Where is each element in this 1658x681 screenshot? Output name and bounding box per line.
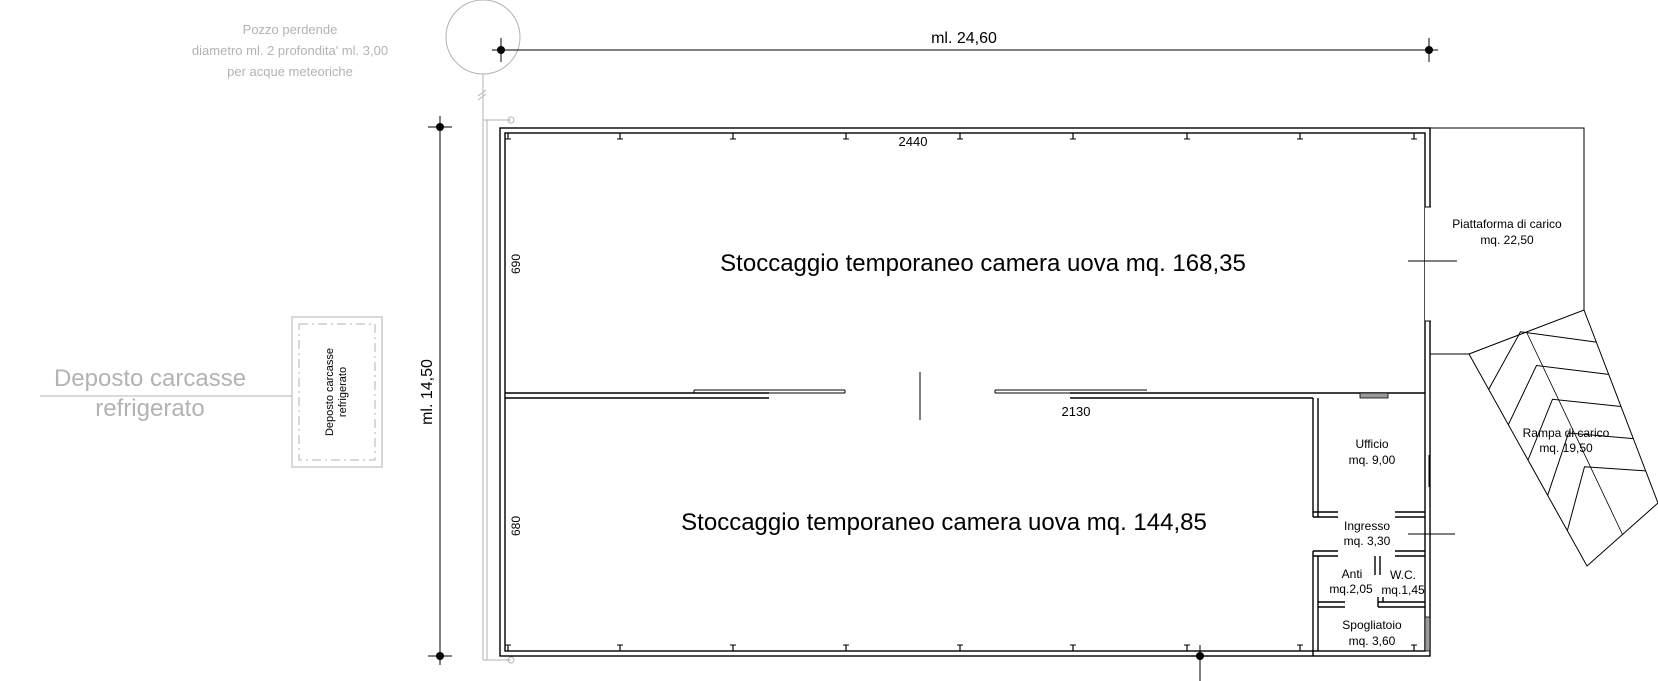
column-marker-bottom (1184, 644, 1190, 652)
column-marker-top (1070, 132, 1076, 140)
entrance-name: Ingresso (1344, 519, 1390, 533)
locker-name: Spogliatoio (1342, 618, 1402, 632)
column-marker-bottom (1070, 644, 1076, 652)
column-marker-bottom (957, 644, 963, 652)
lower-height-dimension: 680 (509, 516, 523, 536)
width-dimension-line (492, 38, 1438, 62)
platform-area: mq. 22,50 (1480, 233, 1534, 247)
carcass-label-line2: refrigerato (95, 395, 204, 422)
entrance-area: mq. 3,30 (1344, 534, 1391, 548)
drain-marker (1196, 645, 1204, 681)
platform-name: Piattaforma di carico (1452, 217, 1562, 231)
ramp-center-line (1526, 331, 1623, 535)
lower-storage-label: Stoccaggio temporaneo camera uova mq. 14… (681, 509, 1207, 536)
ramp-area: mq. 19,50 (1539, 441, 1593, 455)
column-marker-bottom (843, 644, 849, 652)
column-marker-top (505, 132, 511, 140)
ramp-hatch-line (1566, 466, 1646, 531)
column-marker-top (843, 132, 849, 140)
carcass-storage-box (291, 316, 383, 468)
well-label-line1: Pozzo perdende (243, 22, 338, 37)
loading-platform-outline (1430, 127, 1585, 355)
locker-area: mq. 3,60 (1349, 634, 1396, 648)
column-marker-bottom (1411, 644, 1417, 652)
width-dimension-label: ml. 24,60 (931, 30, 997, 47)
upper-height-dimension: 690 (509, 254, 523, 274)
column-marker-bottom (1297, 644, 1303, 652)
office-area: mq. 9,00 (1349, 453, 1396, 467)
column-markers (505, 132, 1417, 652)
loading-ramp (1468, 309, 1658, 567)
height-dimension-line (428, 116, 452, 665)
column-marker-bottom (505, 644, 511, 652)
loading-door (1408, 128, 1457, 390)
column-marker-top (957, 132, 963, 140)
anti-area: mq.2,05 (1329, 582, 1373, 596)
carcass-label-line1: Deposto carcasse (54, 365, 246, 392)
anti-name: Anti (1342, 567, 1363, 581)
carcass-box-label: Deposto carcasse refrigerato (324, 348, 349, 436)
column-marker-bottom (730, 644, 736, 652)
wc-name: W.C. (1390, 568, 1416, 582)
well-label-line2: diametro ml. 2 profondita' ml. 3,00 (192, 43, 388, 58)
ramp-hatch-line (1527, 398, 1622, 461)
ramp-hatch-line (1507, 364, 1609, 425)
well-symbol (445, 0, 521, 664)
top-inner-dimension: 2440 (899, 134, 928, 149)
wc-area: mq.1,45 (1381, 583, 1425, 597)
middle-partition-wall (505, 372, 1425, 420)
ramp-hatch-line (1488, 331, 1597, 390)
well-label-line3: per acque meteoriche (227, 64, 353, 79)
column-marker-top (730, 132, 736, 140)
office-name: Ufficio (1355, 437, 1388, 451)
carcass-box-label-line2: refrigerato (337, 367, 349, 417)
ramp-hatch-line (1547, 432, 1634, 496)
carcass-box-label-line1: Deposto carcasse (324, 348, 336, 436)
column-marker-top (617, 132, 623, 140)
upper-storage-label: Stoccaggio temporaneo camera uova mq. 16… (720, 250, 1246, 277)
building-walls (499, 127, 1431, 657)
ramp-name: Rampa di carico (1523, 426, 1610, 440)
column-marker-top (1184, 132, 1190, 140)
service-rooms-walls (1312, 398, 1455, 656)
column-marker-top (1297, 132, 1303, 140)
middle-wall-dimension: 2130 (1062, 404, 1091, 419)
column-marker-top (1411, 132, 1417, 140)
column-marker-bottom (617, 644, 623, 652)
height-dimension-label: ml. 14,50 (419, 359, 436, 425)
